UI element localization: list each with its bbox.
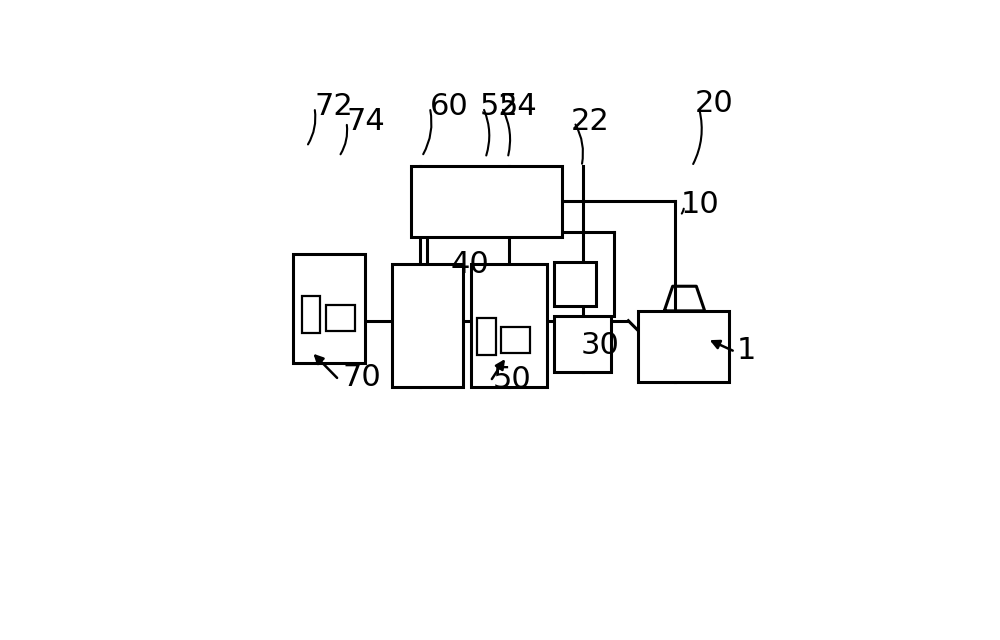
Bar xyxy=(392,264,463,387)
Text: 60: 60 xyxy=(430,92,468,121)
Text: 22: 22 xyxy=(571,107,609,136)
Text: 50: 50 xyxy=(493,365,532,394)
Bar xyxy=(326,305,355,331)
Bar xyxy=(477,318,496,355)
Bar xyxy=(471,264,547,387)
Bar xyxy=(554,316,611,372)
Text: 52: 52 xyxy=(480,92,519,121)
Bar xyxy=(293,254,365,363)
Text: 40: 40 xyxy=(450,250,489,278)
Bar xyxy=(501,327,530,353)
Text: 1: 1 xyxy=(737,336,756,365)
Bar xyxy=(302,296,320,333)
Text: 10: 10 xyxy=(681,191,720,220)
Bar xyxy=(638,311,729,382)
Text: 70: 70 xyxy=(342,363,381,392)
Text: 54: 54 xyxy=(499,92,537,121)
Text: 74: 74 xyxy=(346,107,385,136)
Bar xyxy=(411,166,562,237)
Bar xyxy=(554,262,596,306)
Text: 72: 72 xyxy=(314,92,353,121)
Text: 30: 30 xyxy=(581,331,619,360)
Text: 20: 20 xyxy=(695,90,734,118)
